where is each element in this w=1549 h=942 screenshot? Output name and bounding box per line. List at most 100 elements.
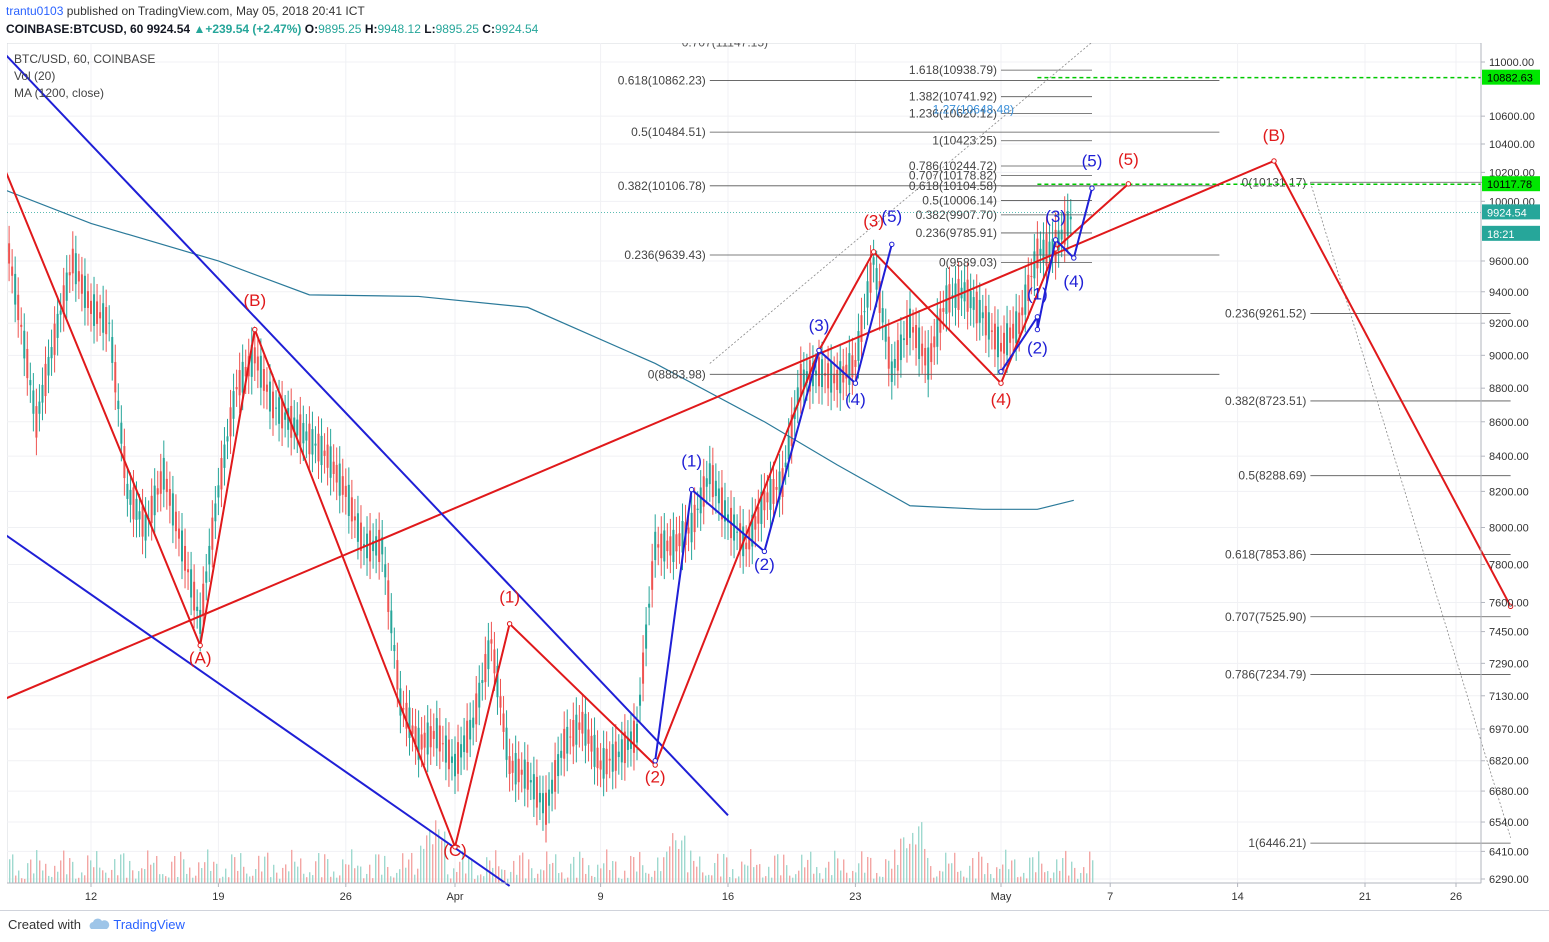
high-value: 9948.12 (378, 22, 421, 36)
price-chart[interactable]: 0.618(10862.23)0.5(10484.51)0.382(10106.… (7, 43, 1548, 908)
volume-bar (18, 871, 19, 883)
candle-body (700, 487, 702, 513)
volume-bar (237, 871, 238, 883)
candle-body (1000, 343, 1002, 352)
candle-body (860, 315, 862, 342)
tradingview-brand[interactable]: TradingView (113, 917, 185, 932)
wave-pivot[interactable] (999, 369, 1003, 373)
candle-body (594, 735, 596, 767)
volume-bar (1005, 850, 1006, 883)
symbol-label[interactable]: COINBASE:BTCUSD, 60 (6, 22, 143, 36)
wave-pivot[interactable] (853, 381, 857, 385)
candle-body (136, 499, 138, 520)
wave-pivot[interactable] (1035, 315, 1039, 319)
tradingview-logo-icon[interactable]: TradingView (88, 917, 185, 932)
wave-pivot[interactable] (1035, 327, 1039, 331)
volume-bar (870, 858, 871, 883)
fib-partial-label: 1.27(10648.48) (933, 102, 1014, 116)
wave-pivot[interactable] (871, 250, 875, 254)
candle-body (560, 751, 562, 758)
candle-body (876, 268, 878, 290)
candle-body (126, 484, 128, 499)
candle-body (230, 407, 232, 436)
candle-body (933, 336, 935, 347)
candle-body (57, 314, 59, 338)
wave-pivot[interactable] (1272, 159, 1276, 163)
volume-bar (225, 869, 226, 883)
volume-bar (210, 871, 211, 883)
x-tick-label: 26 (1450, 891, 1462, 903)
volume-bar (951, 863, 952, 883)
candle-body (490, 639, 492, 643)
plot-area[interactable] (7, 43, 1481, 883)
volume-bar (183, 859, 184, 883)
candle-body (427, 723, 429, 755)
fib-level-label: 0(10131.17) (1242, 175, 1307, 189)
volume-bar (270, 877, 271, 883)
volume-bar (144, 869, 145, 883)
wave-pivot[interactable] (1090, 186, 1094, 190)
candle-body (302, 423, 304, 443)
wave-pivot[interactable] (253, 327, 257, 331)
volume-bar (168, 877, 169, 883)
wave-pivot[interactable] (653, 759, 657, 763)
wave-pivot[interactable] (507, 622, 511, 626)
candle-body (463, 735, 465, 752)
volume-bar (435, 820, 436, 883)
volume-bar (645, 873, 646, 883)
wave-pivot[interactable] (999, 381, 1003, 385)
candle-body (927, 347, 929, 379)
candle-body (615, 742, 617, 771)
volume-bar (1068, 876, 1069, 883)
fib-level-label: 1.618(10938.79) (909, 63, 997, 77)
volume-bar (591, 876, 592, 883)
y-tick-label: 8600.00 (1489, 417, 1529, 429)
volume-bar (171, 862, 172, 883)
y-axis[interactable]: 11000.0010600.0010400.0010200.0010000.00… (1481, 43, 1535, 886)
volume-bar (480, 874, 481, 883)
candle-body (32, 390, 34, 413)
volume-bar (945, 853, 946, 883)
volume-bar (198, 862, 199, 883)
candle-body (606, 749, 608, 774)
wave-pivot[interactable] (1053, 238, 1057, 242)
volume-bar (813, 874, 814, 883)
candle-body (894, 359, 896, 368)
volume-bar (108, 878, 109, 883)
candle-body (460, 744, 462, 757)
volume-bar (852, 871, 853, 883)
volume-bar (744, 865, 745, 883)
wave-pivot[interactable] (689, 487, 693, 491)
wave-pivot[interactable] (890, 242, 894, 246)
candle-body (1039, 249, 1041, 256)
fib-level-label: 0.236(9261.52) (1225, 306, 1306, 320)
x-tick-label: 26 (340, 891, 352, 903)
fib-level-label: 0.382(9907.70) (916, 208, 997, 222)
volume-bar (150, 865, 151, 883)
candle-body (311, 429, 313, 454)
candle-body (597, 748, 599, 768)
candle-body (766, 492, 768, 502)
author-link[interactable]: trantu0103 (6, 4, 63, 18)
wave-pivot[interactable] (198, 643, 202, 647)
wave-pivot[interactable] (1126, 182, 1130, 186)
volume-bar (996, 867, 997, 883)
volume-bar (588, 865, 589, 883)
candle-body (14, 274, 16, 305)
volume-bar (405, 868, 406, 883)
wave-pivot[interactable] (817, 348, 821, 352)
candle-body (566, 727, 568, 754)
volume-bar (960, 871, 961, 883)
volume-bar (831, 875, 832, 883)
volume-bar (231, 854, 232, 883)
volume-bar (78, 878, 79, 883)
candle-body (818, 357, 820, 386)
candle-body (284, 412, 286, 419)
candle-body (111, 337, 113, 363)
fib-level-label: 0.786(7234.79) (1225, 667, 1306, 681)
volume-bar (513, 861, 514, 883)
volume-bar (1023, 873, 1024, 883)
wave-pivot[interactable] (762, 549, 766, 553)
wave-pivot[interactable] (1072, 256, 1076, 260)
